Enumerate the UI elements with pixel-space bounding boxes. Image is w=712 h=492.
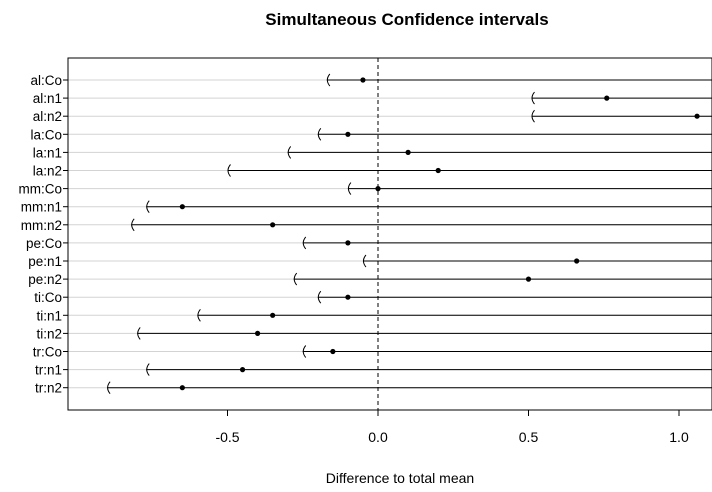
category-label: tr:n2 bbox=[35, 381, 62, 396]
plot-frame bbox=[68, 58, 712, 410]
point-estimate bbox=[345, 132, 350, 137]
point-estimate bbox=[406, 150, 411, 155]
category-label: ti:n2 bbox=[36, 326, 62, 341]
category-label: mm:n2 bbox=[21, 218, 62, 233]
category-label: la:n2 bbox=[33, 164, 62, 179]
point-estimate bbox=[180, 385, 185, 390]
point-estimate bbox=[240, 367, 245, 372]
category-label: tr:n1 bbox=[35, 363, 62, 378]
point-estimate bbox=[270, 222, 275, 227]
category-label: tr:Co bbox=[33, 345, 62, 360]
chart-title: Simultaneous Confidence intervals bbox=[265, 10, 548, 29]
category-label: al:n1 bbox=[33, 91, 62, 106]
category-label: al:n2 bbox=[33, 109, 62, 124]
x-tick-label: 1.0 bbox=[669, 429, 689, 445]
category-label: mm:Co bbox=[19, 182, 63, 197]
point-estimate bbox=[436, 168, 441, 173]
point-estimate bbox=[180, 204, 185, 209]
point-estimate bbox=[360, 77, 365, 82]
point-estimate bbox=[604, 96, 609, 101]
category-label: pe:n1 bbox=[28, 254, 62, 269]
x-tick-label: 0.5 bbox=[519, 429, 539, 445]
category-label: pe:n2 bbox=[28, 272, 62, 287]
category-label: al:Co bbox=[30, 73, 62, 88]
point-estimate bbox=[375, 186, 380, 191]
category-label: la:n1 bbox=[33, 145, 62, 160]
point-estimate bbox=[526, 277, 531, 282]
point-estimate bbox=[574, 258, 579, 263]
x-tick-label: -0.5 bbox=[215, 429, 239, 445]
point-estimate bbox=[345, 240, 350, 245]
category-label: la:Co bbox=[30, 127, 62, 142]
point-estimate bbox=[270, 313, 275, 318]
x-tick-label: 0.0 bbox=[368, 429, 388, 445]
category-label: mm:n1 bbox=[21, 200, 62, 215]
x-axis-label: Difference to total mean bbox=[326, 470, 474, 486]
point-estimate bbox=[694, 114, 699, 119]
category-label: ti:n1 bbox=[36, 308, 62, 323]
point-estimate bbox=[255, 331, 260, 336]
point-estimate bbox=[345, 295, 350, 300]
category-label: pe:Co bbox=[26, 236, 62, 251]
plot-area: al:Co al:n1 al:n2 la:Co la:n1 la:n2 mm:Co mm:n1… bbox=[19, 58, 712, 445]
point-estimate bbox=[330, 349, 335, 354]
category-label: ti:Co bbox=[34, 290, 62, 305]
